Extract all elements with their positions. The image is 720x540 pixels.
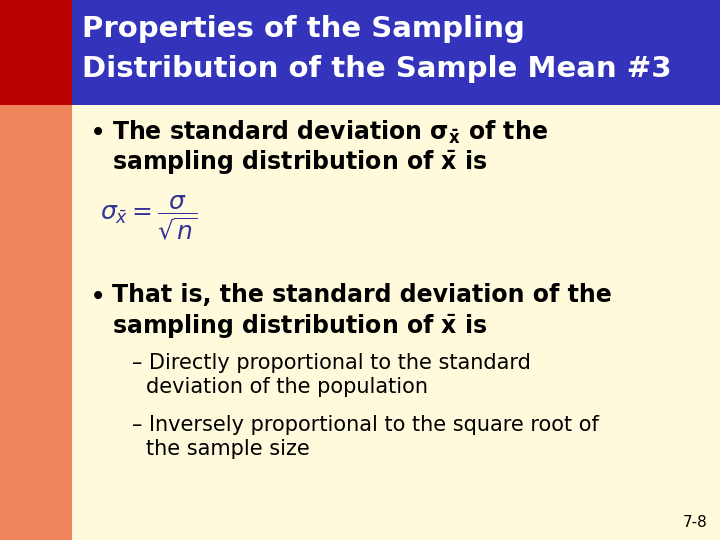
Text: •: • xyxy=(90,119,107,147)
Text: sampling distribution of $\mathdefault{\bar{x}}$ is: sampling distribution of $\mathdefault{\… xyxy=(112,313,487,341)
Text: – Inversely proportional to the square root of: – Inversely proportional to the square r… xyxy=(132,415,599,435)
Bar xyxy=(0,105,72,540)
Text: The standard deviation $\mathdefault{\sigma}_{\mathdefault{\bar{x}}}$ of the: The standard deviation $\mathdefault{\si… xyxy=(112,119,548,146)
Text: That is, the standard deviation of the: That is, the standard deviation of the xyxy=(112,283,612,307)
Text: deviation of the population: deviation of the population xyxy=(146,377,428,397)
Text: the sample size: the sample size xyxy=(146,439,310,459)
Text: 7-8: 7-8 xyxy=(683,515,708,530)
Bar xyxy=(0,0,720,105)
Text: Distribution of the Sample Mean #3: Distribution of the Sample Mean #3 xyxy=(82,55,672,83)
Text: Properties of the Sampling: Properties of the Sampling xyxy=(82,15,525,43)
Text: •: • xyxy=(90,283,107,311)
Text: $\sigma_{\bar{x}} = \dfrac{\sigma}{\sqrt{n}}$: $\sigma_{\bar{x}} = \dfrac{\sigma}{\sqrt… xyxy=(100,193,197,241)
Bar xyxy=(0,0,72,105)
Text: – Directly proportional to the standard: – Directly proportional to the standard xyxy=(132,353,531,373)
Text: sampling distribution of $\mathdefault{\bar{x}}$ is: sampling distribution of $\mathdefault{\… xyxy=(112,149,487,177)
